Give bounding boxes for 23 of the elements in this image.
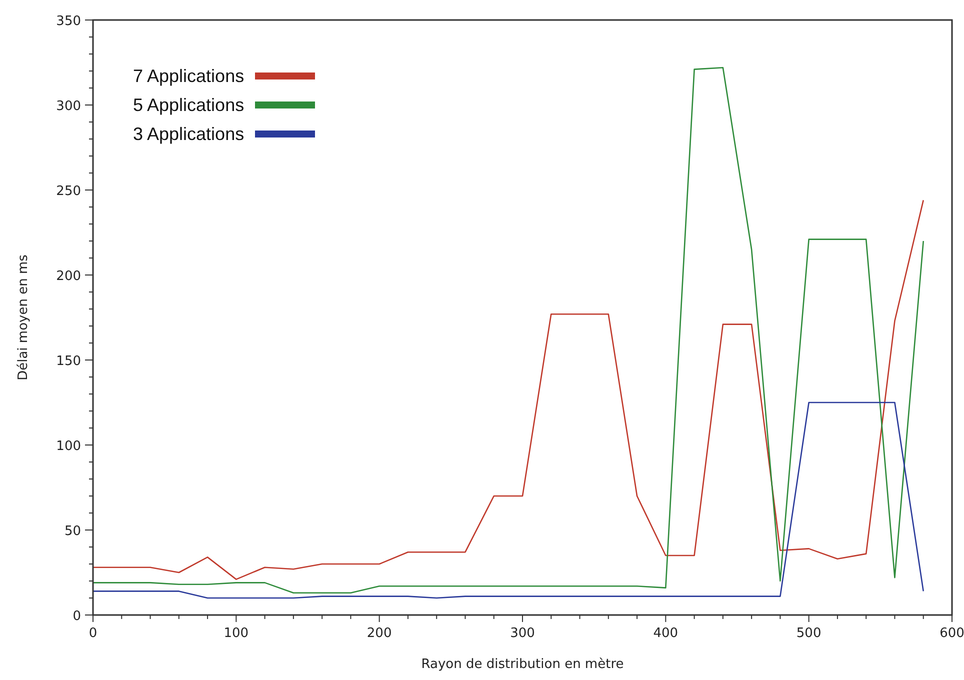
y-tick-label: 0: [72, 609, 81, 624]
y-tick-label: 100: [56, 439, 81, 454]
x-tick-label: 0: [88, 626, 98, 641]
x-tick-label: 100: [224, 626, 249, 641]
y-tick-label: 150: [56, 354, 81, 369]
x-tick-label: 300: [510, 626, 535, 641]
legend-label: 5 Applications: [133, 95, 244, 115]
y-tick-label: 50: [64, 524, 81, 539]
x-axis-title: Rayon de distribution en mètre: [421, 657, 624, 672]
x-tick-label: 500: [796, 626, 822, 641]
x-tick-label: 400: [653, 626, 678, 641]
line-series: [92, 66, 924, 594]
y-axis-title: Délai moyen en ms: [16, 254, 31, 380]
y-tick-label: 250: [56, 184, 81, 199]
y-tick-label: 200: [56, 269, 81, 284]
y-tick-label: 300: [56, 99, 81, 114]
y-tick-label: 350: [56, 14, 81, 29]
line-series: [92, 200, 924, 580]
line-series: [92, 402, 924, 599]
x-tick-label: 200: [366, 626, 392, 641]
legend-label: 7 Applications: [133, 66, 244, 86]
legend-label: 3 Applications: [133, 124, 244, 144]
x-tick-label: 600: [940, 626, 964, 641]
